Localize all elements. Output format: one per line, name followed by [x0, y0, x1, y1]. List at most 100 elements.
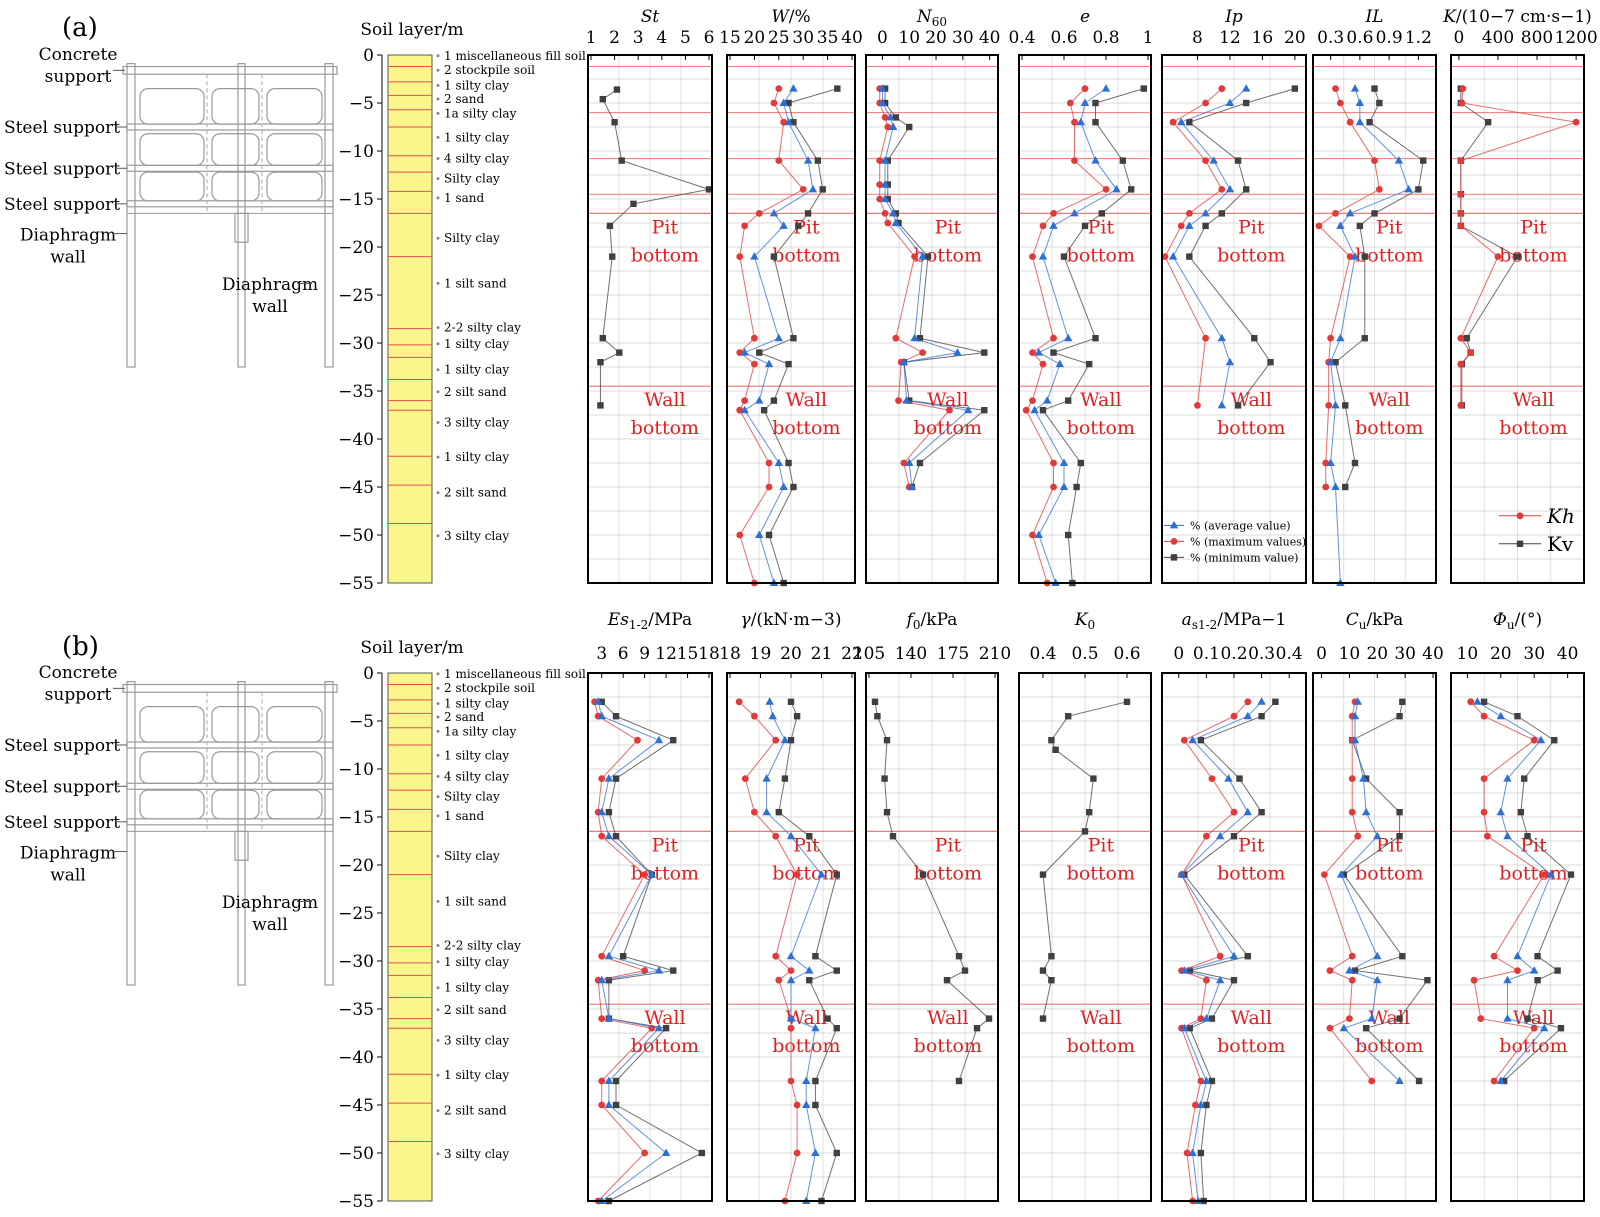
- point-maximum: [1459, 85, 1467, 92]
- layer-marker: [436, 111, 440, 115]
- wall-bottom-label: Wall: [644, 1007, 685, 1029]
- point-minimum: [790, 483, 797, 491]
- point-average: [1546, 870, 1556, 878]
- wall-bottom-label: Wall: [1080, 389, 1121, 411]
- point-maximum: [1197, 1077, 1205, 1085]
- layer-marker: [436, 84, 440, 88]
- x-tick-label: 18: [719, 644, 741, 664]
- point-average: [604, 1076, 614, 1084]
- point-minimum: [1242, 99, 1250, 107]
- point-minimum: [1342, 402, 1349, 409]
- point-minimum: [775, 809, 782, 816]
- point-average: [1202, 1014, 1211, 1022]
- point-average: [1350, 252, 1360, 260]
- x-tick-label: 40: [841, 28, 863, 48]
- point-maximum: [741, 222, 749, 230]
- point-average: [779, 98, 788, 106]
- point-average: [762, 807, 771, 816]
- series-line-maximum: [1164, 88, 1223, 406]
- point-average: [1070, 208, 1079, 217]
- point-maximum: [1029, 397, 1036, 404]
- point-minimum: [1371, 210, 1378, 217]
- point-maximum: [884, 123, 892, 131]
- point-minimum: [793, 713, 801, 720]
- point-maximum: [648, 1024, 656, 1032]
- diaphragm-wall-label: wall: [50, 247, 86, 267]
- point-maximum: [1458, 99, 1466, 107]
- point-maximum: [1183, 1149, 1191, 1157]
- point-average: [1049, 221, 1058, 229]
- point-maximum: [1066, 99, 1074, 107]
- wall-bottom-label: Wall: [786, 389, 827, 411]
- point-maximum: [634, 736, 641, 744]
- pit-bottom-label: Pit: [1088, 834, 1115, 856]
- plot-5: Pit bottom Wall bottom 0 10 20 30 40 Cu/kPa: [1312, 610, 1444, 1202]
- point-average: [811, 1023, 820, 1032]
- point-minimum: [770, 397, 778, 404]
- point-minimum: [1081, 828, 1089, 835]
- point-maximum: [900, 459, 908, 467]
- plot-title: f0/kPa: [905, 610, 958, 632]
- point-minimum: [1371, 85, 1378, 92]
- point-minimum: [824, 1015, 831, 1022]
- point-maximum: [641, 1149, 649, 1157]
- point-minimum: [670, 737, 677, 744]
- point-minimum: [806, 833, 813, 840]
- wall-bottom-label: Wall: [1369, 1007, 1410, 1029]
- point-maximum: [736, 253, 744, 260]
- layer-marker: [436, 236, 440, 240]
- plot-frame: [1450, 672, 1585, 1202]
- point-average: [1367, 1014, 1376, 1022]
- point-maximum: [772, 952, 780, 960]
- depth-tick-label: −55: [338, 574, 374, 594]
- point-maximum: [1050, 334, 1057, 342]
- point-maximum: [772, 736, 780, 744]
- point-maximum: [1050, 483, 1057, 491]
- point-minimum: [884, 181, 891, 188]
- pit-bottom-label: bottom: [1217, 244, 1285, 266]
- point-minimum: [1244, 953, 1251, 960]
- point-maximum: [881, 210, 889, 217]
- point-minimum: [787, 698, 795, 705]
- soil-axis-title: Soil layer/m: [360, 20, 463, 40]
- point-average: [1091, 156, 1100, 164]
- point-maximum: [1161, 253, 1169, 260]
- point-average: [963, 405, 973, 414]
- point-average: [1076, 117, 1085, 126]
- depth-tick-label: −30: [338, 334, 374, 354]
- x-tick-label: 20: [780, 644, 802, 664]
- point-average: [1225, 98, 1235, 106]
- point-average: [604, 1100, 614, 1108]
- point-maximum: [1169, 118, 1177, 126]
- point-minimum: [1396, 713, 1403, 720]
- point-maximum: [775, 976, 783, 984]
- plot-4: Pit bottom Wall bottom 0 0.1 0.2 0.3 0.4 as1-2/MP…: [1161, 610, 1307, 1205]
- point-maximum: [881, 114, 889, 121]
- point-minimum: [1230, 833, 1238, 840]
- soil-layer-label: 1 silty clay: [444, 337, 509, 351]
- point-average: [1336, 870, 1346, 878]
- x-tick-label: 3: [596, 644, 607, 664]
- depth-tick-label: −45: [338, 478, 374, 498]
- x-tick-label: 10: [898, 28, 920, 48]
- soil-layer-label: 1 miscellaneous fill soil: [444, 667, 586, 681]
- point-maximum: [787, 967, 795, 974]
- point-minimum: [760, 407, 768, 414]
- point-average: [886, 112, 895, 121]
- point-maximum: [1244, 698, 1252, 706]
- x-tick-label: 800: [1521, 28, 1553, 48]
- wall-bottom-label: bottom: [1217, 1035, 1285, 1057]
- point-minimum: [819, 186, 826, 193]
- point-average: [1168, 252, 1178, 260]
- point-minimum: [1170, 554, 1178, 561]
- point-average: [647, 870, 656, 878]
- point-maximum: [946, 406, 953, 414]
- point-minimum: [1366, 119, 1373, 126]
- plot-0: Pit bottom Wall bottom 1 2 3 4 5 6 St: [586, 7, 714, 584]
- point-average: [802, 1100, 811, 1108]
- point-average: [1225, 357, 1235, 366]
- point-average: [1059, 482, 1069, 490]
- point-minimum: [1258, 713, 1265, 720]
- point-average: [786, 1014, 796, 1022]
